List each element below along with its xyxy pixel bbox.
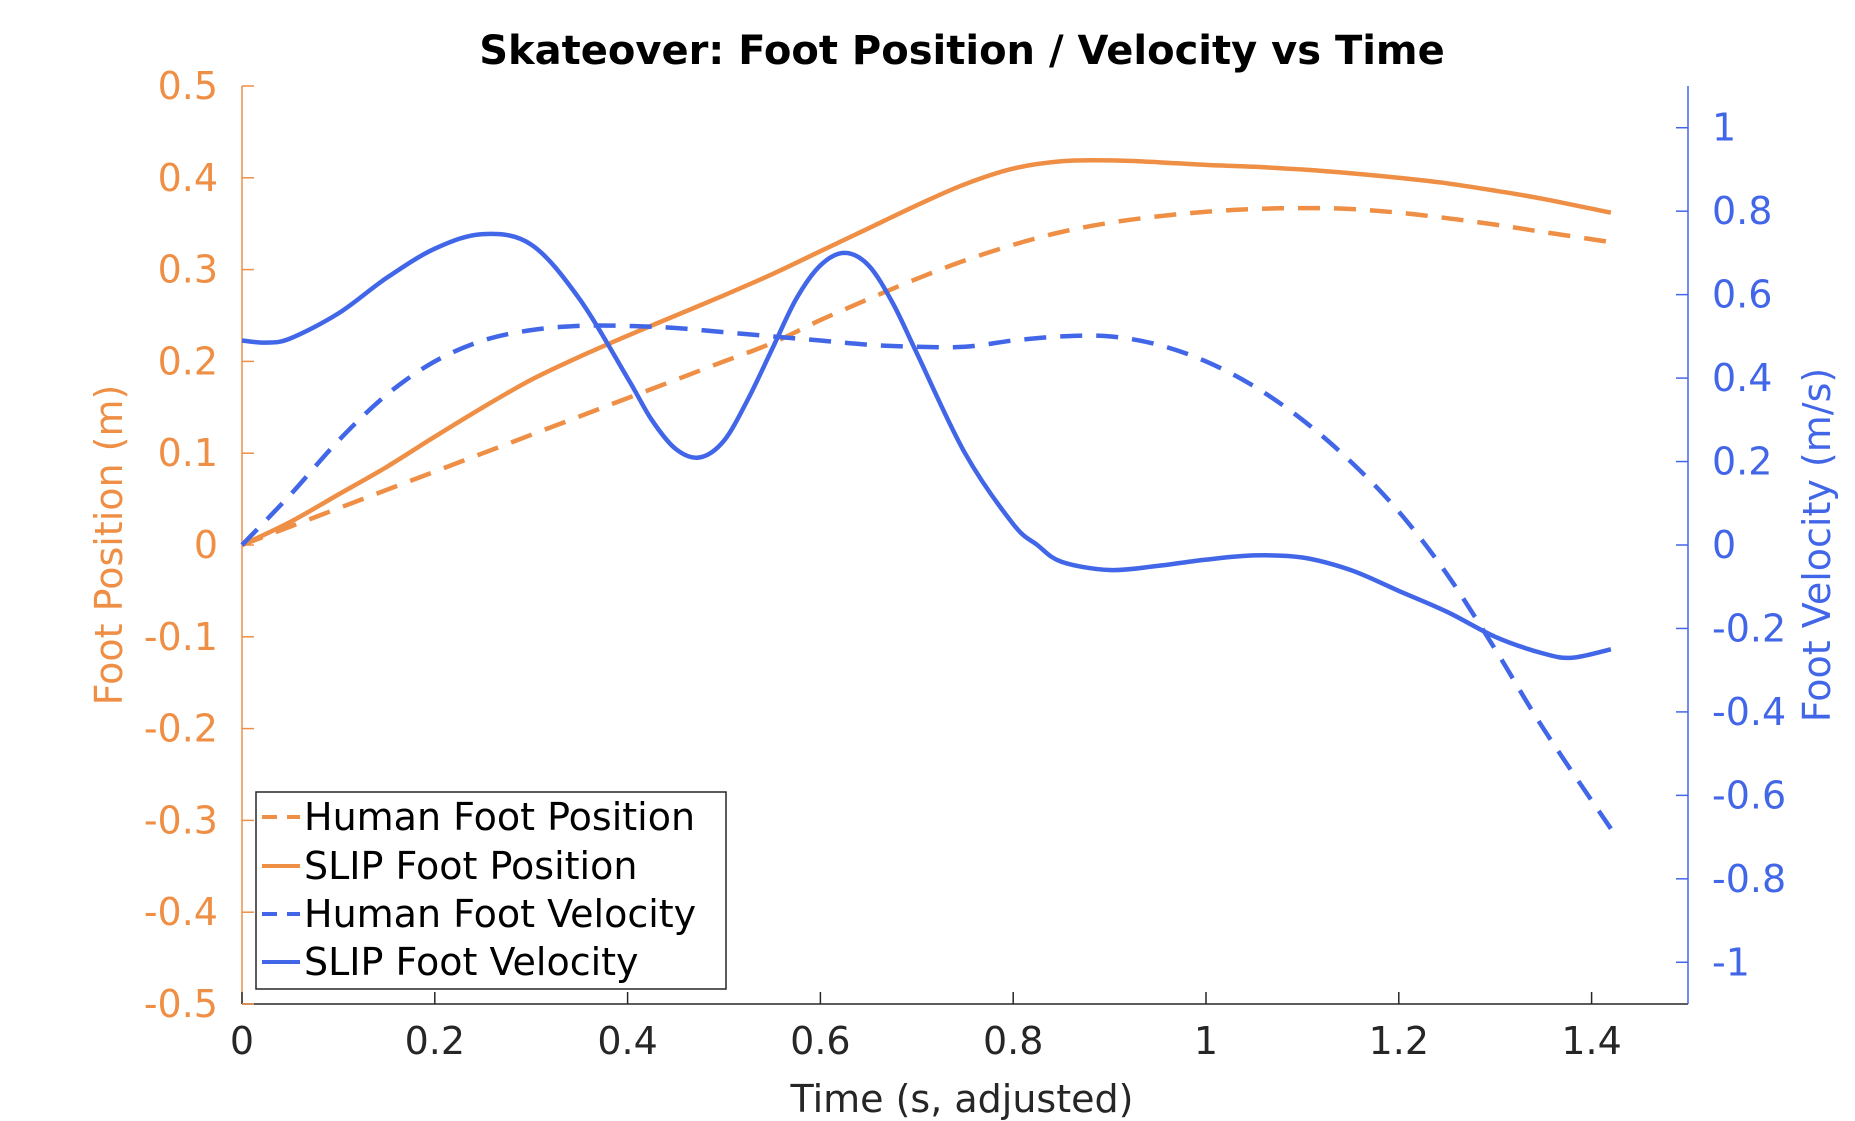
left-tick-label: -0.1 <box>144 615 218 659</box>
right-tick-label: 0.2 <box>1712 440 1772 484</box>
x-tick-label: 1.2 <box>1369 1019 1429 1063</box>
right-tick-label: 0.6 <box>1712 273 1772 317</box>
x-tick-label: 0.8 <box>983 1019 1043 1063</box>
left-tick-label: 0.4 <box>158 156 218 200</box>
right-tick-label: 0.8 <box>1712 189 1772 233</box>
slip-foot-velocity-line <box>241 231 1612 661</box>
x-tick-label: 0.4 <box>597 1019 657 1063</box>
legend: Human Foot Position SLIP Foot Position H… <box>255 791 727 990</box>
right-tick-label: -0.2 <box>1712 606 1786 650</box>
left-tick-label: -0.4 <box>144 890 218 934</box>
left-tick-label: 0.3 <box>158 248 218 292</box>
right-tick-label: -0.6 <box>1712 773 1786 817</box>
x-tick-label: 0.2 <box>405 1019 465 1063</box>
left-tick-label: -0.2 <box>144 707 218 751</box>
left-tick-label: 0.2 <box>158 339 218 383</box>
left-tick-label: -0.5 <box>144 982 218 1026</box>
right-tick-label: -0.8 <box>1712 857 1786 901</box>
series-layer <box>240 157 1613 830</box>
chart-title: Skateover: Foot Position / Velocity vs T… <box>479 28 1445 74</box>
legend-box <box>255 791 727 990</box>
left-axis-label: Foot Position (m) <box>87 385 131 706</box>
left-tick-label: 0.5 <box>158 64 218 108</box>
x-tick-label: 0 <box>230 1019 254 1063</box>
right-tick-label: -0.4 <box>1712 690 1786 734</box>
legend-label-slip-velocity: SLIP Foot Velocity <box>304 940 639 984</box>
left-tick-label: -0.3 <box>144 798 218 842</box>
x-tick-label: 1.4 <box>1561 1019 1621 1063</box>
x-axis-label: Time (s, adjusted) <box>790 1077 1134 1121</box>
legend-label-slip-position: SLIP Foot Position <box>304 844 637 888</box>
right-axis-label: Foot Velocity (m/s) <box>1795 368 1839 722</box>
x-tick-label: 1 <box>1194 1019 1218 1063</box>
x-tick-label: 0.6 <box>790 1019 850 1063</box>
human-foot-position-line <box>241 205 1612 548</box>
right-tick-label: 0.4 <box>1712 356 1772 400</box>
left-tick-label: 0.1 <box>158 431 218 475</box>
axes: 0 0.2 0.4 0.6 0.8 1 1.2 1.4 -0.5 -0.4 -0.3 -0.2 -0.1… <box>144 64 1786 1063</box>
legend-label-human-velocity: Human Foot Velocity <box>304 892 696 936</box>
legend-label-human-position: Human Foot Position <box>304 795 695 839</box>
right-tick-label: -1 <box>1712 940 1750 984</box>
right-tick-label: 0 <box>1712 523 1736 567</box>
human-foot-velocity-line <box>240 323 1613 830</box>
left-tick-label: 0 <box>194 523 218 567</box>
right-tick-label: 1 <box>1712 106 1736 150</box>
slip-foot-position-line <box>241 157 1612 548</box>
